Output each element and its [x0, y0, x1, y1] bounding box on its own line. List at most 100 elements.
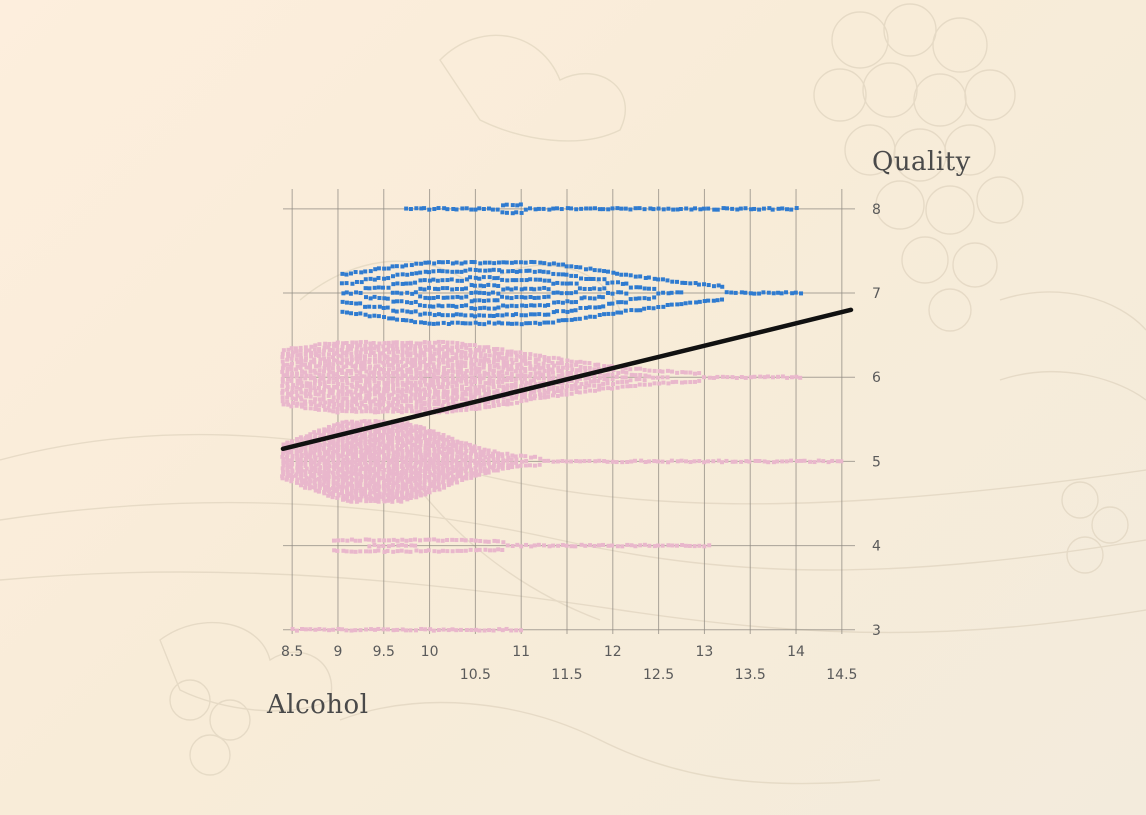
low-quality-point	[391, 406, 396, 411]
low-quality-point	[367, 464, 372, 469]
low-quality-point	[491, 466, 496, 471]
low-quality-point	[331, 538, 336, 543]
low-quality-point	[519, 459, 524, 464]
low-quality-point	[414, 353, 419, 358]
low-quality-point	[564, 459, 569, 464]
high-quality-point	[561, 262, 566, 267]
low-quality-point	[414, 474, 419, 479]
low-quality-point	[501, 460, 506, 465]
low-quality-point	[390, 377, 395, 382]
low-quality-point	[469, 628, 474, 633]
high-quality-point	[487, 268, 492, 273]
low-quality-point	[318, 401, 323, 406]
high-quality-point	[422, 206, 427, 211]
high-quality-point	[651, 207, 656, 212]
low-quality-point	[368, 344, 373, 349]
high-quality-point	[340, 299, 345, 304]
low-quality-point	[423, 440, 428, 445]
high-quality-point	[577, 286, 582, 291]
low-quality-point	[418, 439, 423, 444]
low-quality-point	[504, 360, 509, 365]
low-quality-point	[532, 396, 537, 401]
low-quality-point	[363, 451, 368, 456]
low-quality-point	[513, 454, 518, 459]
low-quality-point	[446, 357, 451, 362]
low-quality-point	[303, 376, 308, 381]
low-quality-point	[345, 403, 350, 408]
low-quality-point	[295, 459, 300, 464]
high-quality-point	[556, 272, 561, 277]
low-quality-point	[395, 454, 400, 459]
low-quality-point	[400, 406, 405, 411]
high-quality-point	[496, 260, 501, 265]
low-quality-point	[427, 478, 432, 483]
low-quality-point	[295, 464, 300, 469]
high-quality-point	[463, 286, 468, 291]
low-quality-point	[317, 484, 322, 489]
high-quality-point	[435, 295, 440, 300]
high-quality-point	[767, 206, 772, 211]
low-quality-point	[355, 457, 360, 462]
low-quality-point	[467, 461, 472, 466]
low-quality-point	[436, 364, 441, 369]
low-quality-point	[395, 444, 400, 449]
low-quality-point	[372, 370, 377, 375]
low-quality-point	[400, 459, 405, 464]
low-quality-point	[289, 393, 294, 398]
low-quality-point	[385, 484, 390, 489]
high-quality-point	[472, 283, 477, 288]
low-quality-point	[432, 375, 437, 380]
high-quality-point	[505, 304, 510, 309]
low-quality-point	[331, 444, 336, 449]
low-quality-point	[326, 373, 331, 378]
low-quality-point	[408, 389, 413, 394]
low-quality-point	[432, 385, 437, 390]
low-quality-point	[625, 542, 630, 547]
high-quality-point	[656, 305, 661, 310]
low-quality-point	[340, 403, 345, 408]
low-quality-point	[376, 459, 381, 464]
low-quality-point	[354, 340, 359, 345]
low-quality-point	[436, 358, 441, 363]
low-quality-point	[427, 389, 432, 394]
low-quality-point	[394, 461, 399, 466]
low-quality-point	[450, 464, 455, 469]
high-quality-point	[569, 308, 574, 313]
high-quality-point	[400, 318, 405, 323]
low-quality-point	[413, 380, 418, 385]
low-quality-point	[371, 538, 376, 543]
high-quality-point	[427, 304, 432, 309]
low-quality-point	[350, 424, 355, 429]
low-quality-point	[353, 628, 358, 633]
low-quality-point	[386, 344, 391, 349]
low-quality-point	[472, 380, 477, 385]
low-quality-point	[405, 462, 410, 467]
low-quality-point	[588, 379, 593, 384]
low-quality-point	[455, 454, 460, 459]
low-quality-point	[350, 340, 355, 345]
x-tick-label: 9	[334, 644, 343, 660]
high-quality-point	[638, 308, 643, 313]
low-quality-point	[344, 478, 349, 483]
low-quality-point	[472, 362, 477, 367]
low-quality-point	[523, 373, 528, 378]
high-quality-point	[509, 296, 514, 301]
low-quality-point	[377, 357, 382, 362]
low-quality-point	[427, 367, 432, 372]
low-quality-point	[336, 477, 341, 482]
low-quality-point	[492, 350, 497, 355]
low-quality-point	[327, 347, 332, 352]
low-quality-point	[436, 381, 441, 386]
low-quality-point	[295, 456, 300, 461]
low-quality-point	[304, 381, 309, 386]
low-quality-point	[638, 373, 643, 378]
low-quality-point	[423, 429, 428, 434]
high-quality-point	[757, 291, 762, 296]
low-quality-point	[647, 368, 652, 373]
low-quality-point	[730, 375, 735, 380]
low-quality-point	[469, 371, 474, 376]
low-quality-point	[542, 395, 547, 400]
low-quality-point	[395, 382, 400, 387]
high-quality-point	[694, 300, 699, 305]
high-quality-point	[675, 302, 680, 307]
